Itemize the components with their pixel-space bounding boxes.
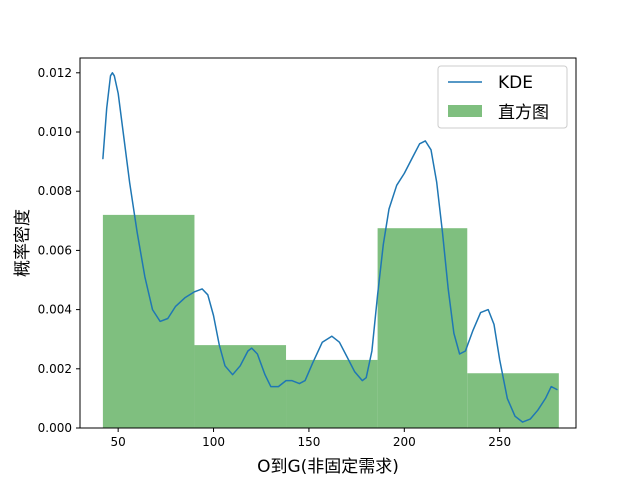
y-tick-label-4: 0.008 (38, 184, 72, 198)
y-axis-title: 概率密度 (13, 209, 33, 277)
x-axis: 50 100 150 200 250 (111, 428, 511, 449)
histogram-bars (102, 214, 559, 428)
y-tick-label-6: 0.012 (38, 66, 72, 80)
y-axis: 0.000 0.002 0.004 0.006 0.008 0.010 0.012 (38, 66, 80, 435)
x-axis-title: O到G(非固定需求) (257, 457, 399, 477)
plot-frame (79, 57, 577, 429)
x-tick-label-100: 100 (202, 435, 225, 449)
legend-histogram-label: 直方图 (498, 103, 549, 123)
y-tick-label-5: 0.010 (38, 125, 72, 139)
legend-histogram-swatch (448, 105, 482, 117)
legend-kde-label: KDE (498, 73, 533, 93)
y-tick-label-1: 0.002 (38, 362, 72, 376)
kde-line (102, 72, 558, 423)
x-tick-label-250: 250 (488, 435, 511, 449)
legend: KDE 直方图 (437, 65, 568, 129)
x-tick-label-150: 150 (297, 435, 320, 449)
histogram-bar-3 (377, 228, 468, 428)
y-tick-label-0: 0.000 (38, 421, 72, 435)
histogram-bar-2 (286, 359, 378, 428)
y-tick-label-2: 0.004 (38, 303, 72, 317)
histogram-bar-0 (102, 214, 195, 428)
kde-series (102, 72, 558, 423)
x-tick-label-200: 200 (393, 435, 416, 449)
histogram-bar-4 (467, 373, 559, 428)
x-tick-label-50: 50 (111, 435, 126, 449)
y-tick-label-3: 0.006 (38, 243, 72, 257)
